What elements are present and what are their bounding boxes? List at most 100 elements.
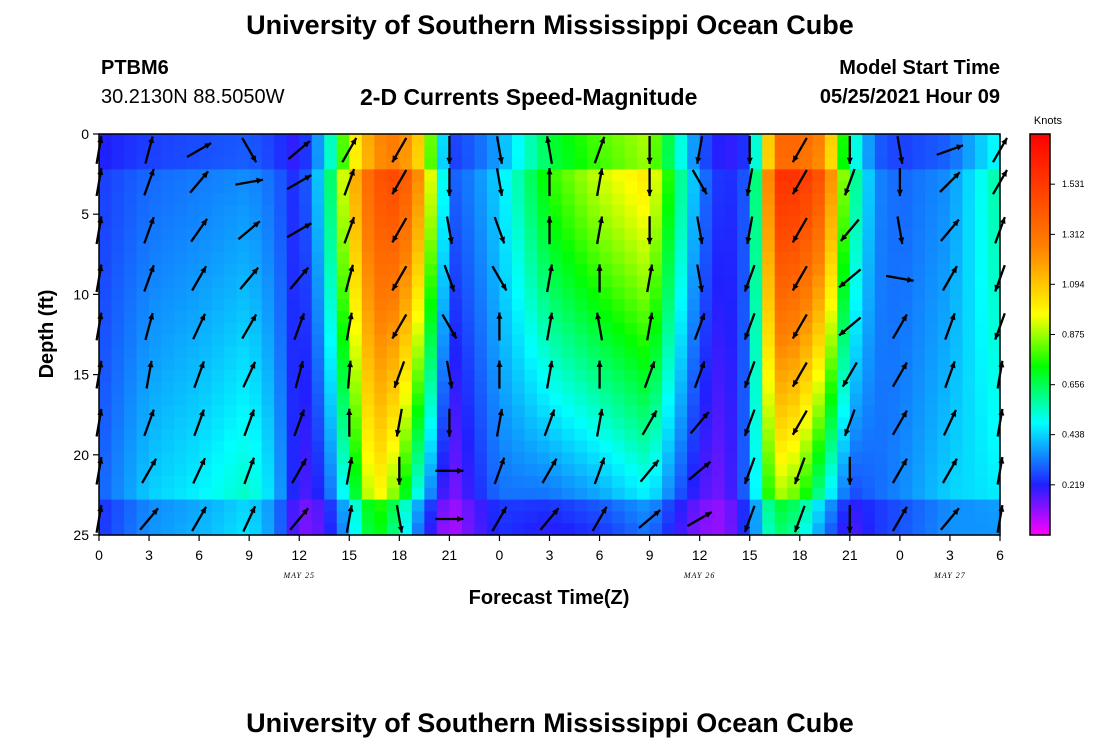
current-vector bbox=[241, 137, 258, 163]
x-tick-label: 12 bbox=[291, 547, 307, 563]
heatmap-cell bbox=[787, 452, 801, 465]
heatmap-cell bbox=[737, 487, 751, 501]
heatmap-cell bbox=[411, 346, 425, 359]
heatmap-cell bbox=[324, 192, 338, 206]
heatmap-cell bbox=[511, 523, 526, 536]
current-vector bbox=[435, 515, 464, 522]
heatmap-cell bbox=[962, 251, 976, 265]
heatmap-cell bbox=[111, 511, 125, 524]
heatmap-cell bbox=[436, 511, 450, 524]
heatmap-cell bbox=[662, 251, 676, 265]
heatmap-cell bbox=[774, 417, 788, 430]
heatmap-cell bbox=[987, 263, 1001, 277]
heatmap-cell bbox=[987, 511, 1001, 524]
heatmap-cell bbox=[662, 346, 676, 359]
heatmap-cell bbox=[849, 511, 863, 524]
heatmap-cell bbox=[924, 405, 939, 418]
heatmap-cell bbox=[874, 240, 888, 253]
heatmap-cell bbox=[849, 334, 863, 347]
heatmap-cell bbox=[799, 440, 813, 454]
heatmap-cell bbox=[662, 358, 676, 371]
heatmap-cell bbox=[912, 346, 926, 359]
heatmap-cell bbox=[599, 381, 613, 395]
heatmap-cell bbox=[124, 358, 138, 371]
heatmap-cell bbox=[411, 157, 425, 170]
heatmap-cell bbox=[712, 369, 726, 383]
heatmap-cell bbox=[862, 251, 876, 265]
heatmap-cell bbox=[211, 358, 225, 371]
heatmap-cell bbox=[899, 204, 913, 218]
current-vector bbox=[343, 216, 356, 244]
heatmap-cell bbox=[161, 204, 175, 218]
heatmap-cell bbox=[762, 192, 776, 206]
heatmap-cell bbox=[549, 181, 563, 194]
heatmap-cell bbox=[949, 487, 964, 501]
colorbar-tick-label: 0.656 bbox=[1062, 380, 1085, 390]
heatmap-cell bbox=[524, 263, 538, 277]
heatmap-cell bbox=[824, 216, 838, 229]
heatmap-cell bbox=[511, 511, 526, 524]
heatmap-cell bbox=[862, 287, 876, 300]
heatmap-cell bbox=[174, 157, 188, 170]
heatmap-cell bbox=[236, 452, 250, 465]
heatmap-cell bbox=[499, 263, 513, 277]
current-vector bbox=[595, 408, 604, 437]
heatmap-cell bbox=[149, 417, 163, 430]
heatmap-cell bbox=[111, 464, 125, 477]
heatmap-cell bbox=[762, 169, 776, 182]
heatmap-cell bbox=[524, 251, 538, 265]
heatmap-cell bbox=[136, 452, 150, 465]
heatmap-cell bbox=[224, 511, 238, 524]
heatmap-cell bbox=[336, 487, 350, 501]
heatmap-cell bbox=[511, 381, 526, 395]
heatmap-cell bbox=[111, 452, 125, 465]
heatmap-cell bbox=[587, 464, 601, 477]
heatmap-cell bbox=[299, 228, 313, 241]
heatmap-cell bbox=[774, 334, 788, 347]
heatmap-cell bbox=[536, 299, 551, 312]
heatmap-cell bbox=[774, 299, 788, 312]
heatmap-cell bbox=[136, 440, 150, 454]
heatmap-cell bbox=[474, 452, 488, 465]
heatmap-cell bbox=[511, 487, 526, 501]
heatmap-cell bbox=[274, 310, 288, 324]
heatmap-cell bbox=[536, 275, 551, 288]
heatmap-cell bbox=[324, 322, 338, 336]
heatmap-cell bbox=[687, 393, 701, 406]
current-vector bbox=[940, 507, 960, 531]
heatmap-cell bbox=[562, 216, 576, 229]
heatmap-cell bbox=[99, 487, 113, 501]
heatmap-cell bbox=[349, 251, 363, 265]
heatmap-cell bbox=[224, 358, 238, 371]
x-tick-label: 12 bbox=[692, 547, 708, 563]
heatmap-cell bbox=[712, 334, 726, 347]
heatmap-cell bbox=[799, 464, 813, 477]
heatmap-cell bbox=[486, 358, 501, 371]
heatmap-cell bbox=[574, 381, 588, 395]
heatmap-cell bbox=[399, 334, 413, 347]
x-tick-label: 21 bbox=[842, 547, 858, 563]
heatmap-cell bbox=[536, 405, 551, 418]
heatmap-cell bbox=[249, 240, 263, 253]
heatmap-cell bbox=[124, 157, 138, 170]
heatmap-cell bbox=[374, 358, 388, 371]
current-vector bbox=[341, 137, 358, 163]
heatmap-cell bbox=[224, 263, 238, 277]
heatmap-cell bbox=[424, 145, 438, 159]
heatmap-cell bbox=[199, 499, 213, 513]
heatmap-cell bbox=[486, 417, 501, 430]
current-vector bbox=[237, 220, 261, 241]
heatmap-cell bbox=[549, 523, 563, 536]
heatmap-cell bbox=[311, 216, 325, 229]
heatmap-cell bbox=[987, 440, 1001, 454]
heatmap-cell bbox=[962, 511, 976, 524]
heatmap-cell bbox=[799, 299, 813, 312]
current-vector bbox=[743, 457, 756, 485]
heatmap-cell bbox=[186, 240, 200, 253]
current-vector bbox=[896, 168, 903, 197]
heatmap-cell bbox=[924, 228, 939, 241]
heatmap-cell bbox=[486, 381, 501, 395]
current-vector bbox=[391, 137, 408, 163]
heatmap-cell bbox=[612, 263, 626, 277]
